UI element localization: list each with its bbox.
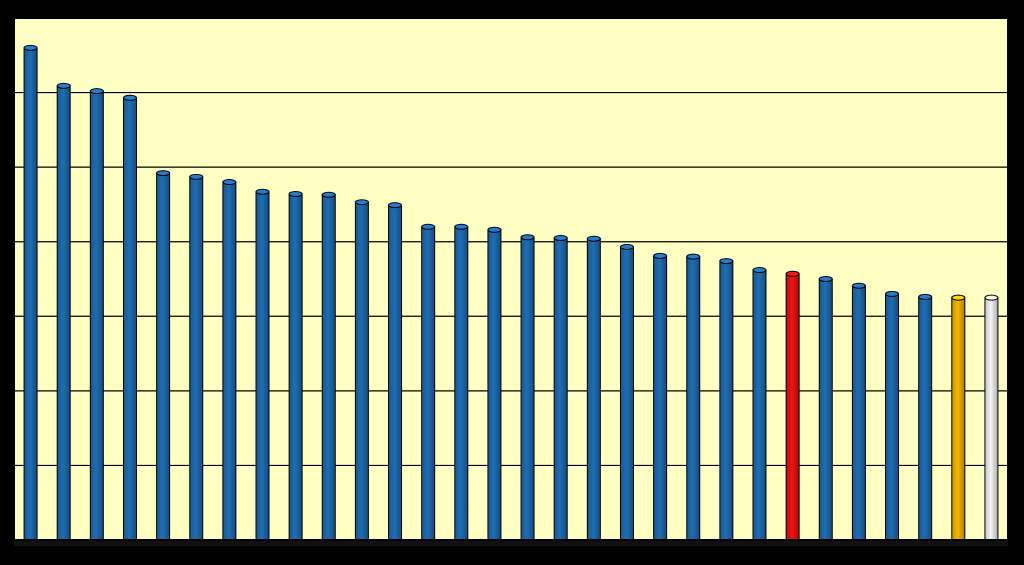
bar: [553, 237, 568, 541]
bar: [487, 229, 502, 541]
bar-cap: [421, 223, 436, 230]
bar: [851, 285, 866, 541]
bar: [255, 191, 270, 541]
plot-border: [13, 17, 1009, 541]
bar-cap: [156, 170, 171, 177]
bar-cap: [984, 294, 999, 301]
bar: [321, 194, 336, 541]
bar-cap: [321, 191, 336, 198]
bar: [785, 273, 800, 541]
bar: [818, 278, 833, 541]
bar: [686, 256, 701, 541]
bar: [189, 176, 204, 541]
bar: [56, 85, 71, 541]
bar: [619, 246, 634, 541]
bar-cap: [454, 223, 469, 230]
bar-cap: [189, 173, 204, 180]
bar: [288, 193, 303, 541]
bar-cap: [222, 179, 237, 186]
floor: [14, 540, 1008, 546]
bar-cap: [288, 190, 303, 197]
bar-cap: [785, 270, 800, 277]
bar-cap: [586, 235, 601, 242]
bar-cap: [818, 276, 833, 282]
bar: [885, 293, 900, 541]
bar: [984, 297, 999, 541]
bar-cap: [885, 290, 900, 297]
bar-cap: [851, 282, 866, 289]
bar-cap: [255, 188, 270, 195]
bar-cap: [719, 258, 734, 265]
bar-cap: [23, 44, 38, 51]
bar: [454, 226, 469, 541]
bar-cap: [619, 243, 634, 250]
bar-cap: [752, 267, 767, 274]
bar-cap: [686, 253, 701, 260]
bar-cap: [122, 94, 137, 101]
bar: [719, 260, 734, 541]
bar: [653, 255, 668, 541]
bar: [951, 297, 966, 541]
bar: [388, 204, 403, 541]
bar-cap: [520, 234, 535, 241]
bar: [752, 269, 767, 541]
bar-cap: [918, 293, 933, 300]
bar: [89, 90, 104, 541]
bar-cap: [951, 294, 966, 301]
plot-area: [14, 18, 1008, 540]
bar: [586, 238, 601, 541]
bar-cap: [56, 82, 71, 89]
bar-cap: [487, 226, 502, 233]
bar: [222, 181, 237, 541]
bar: [918, 296, 933, 541]
bar-cap: [388, 202, 403, 209]
bar-cap: [89, 88, 104, 95]
bar-cap: [553, 234, 568, 241]
bar: [520, 236, 535, 541]
bar: [421, 226, 436, 541]
bar: [156, 172, 171, 541]
bar: [23, 47, 38, 541]
bar: [354, 201, 369, 541]
bar-cap: [653, 252, 668, 259]
bar-cap: [354, 199, 369, 206]
bar: [122, 97, 137, 541]
